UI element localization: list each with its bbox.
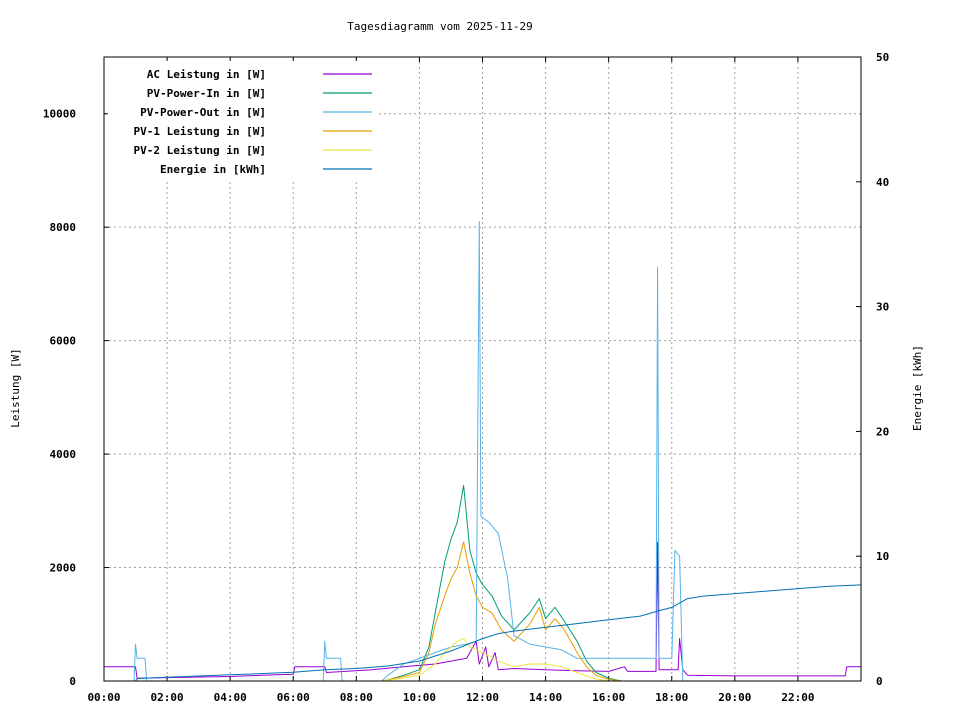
legend-label: PV-1 Leistung in [W] [134,125,266,138]
x-tick-label: 06:00 [277,691,310,704]
x-tick-label: 04:00 [214,691,247,704]
y2-tick-label: 50 [876,51,889,64]
y-tick-label: 0 [69,675,76,688]
x-tick-label: 16:00 [592,691,625,704]
legend-label: PV-2 Leistung in [W] [134,144,266,157]
chart-title: Tagesdiagramm vom 2025-11-29 [347,20,532,33]
x-tick-label: 14:00 [529,691,562,704]
x-tick-label: 18:00 [655,691,688,704]
y2-tick-label: 30 [876,301,889,314]
x-tick-label: 10:00 [403,691,436,704]
series-line [104,638,861,682]
tick-labels: 00:00 02:00 04:00 06:00 08:00 10:00 12:00 14:00… [43,51,889,704]
y2-tick-label: 0 [876,675,883,688]
y2-axis-label: Energie [kWh] [911,345,924,431]
y2-tick-label: 10 [876,550,889,563]
series-line [135,584,862,682]
y-tick-label: 4000 [50,448,77,461]
y2-tick-label: 20 [876,425,889,438]
x-tick-label: 00:00 [87,691,120,704]
y-tick-label: 2000 [50,562,77,575]
x-tick-label: 12:00 [466,691,499,704]
x-tick-label: 20:00 [718,691,751,704]
y-tick-label: 8000 [50,221,77,234]
legend-label: Energie in [kWh] [160,163,266,176]
x-tick-label: 22:00 [781,691,814,704]
legend-label: PV-Power-Out in [W] [140,106,266,119]
data-series [104,221,862,682]
y2-tick-label: 40 [876,176,889,189]
series-line [104,221,861,682]
grid [103,56,861,682]
series-line [104,484,861,682]
legend-label: AC Leistung in [W] [147,68,266,81]
series-line [104,541,861,682]
legend-background [108,61,376,179]
y-tick-label: 10000 [43,108,76,121]
x-tick-label: 02:00 [151,691,184,704]
y-tick-label: 6000 [50,335,77,348]
legend-label: PV-Power-In in [W] [147,87,266,100]
legend: AC Leistung in [W] PV-Power-In in [W] PV-P… [108,61,376,179]
plot-frame [103,56,862,682]
y-axis-label: Leistung [W] [9,348,22,427]
x-tick-label: 08:00 [340,691,373,704]
